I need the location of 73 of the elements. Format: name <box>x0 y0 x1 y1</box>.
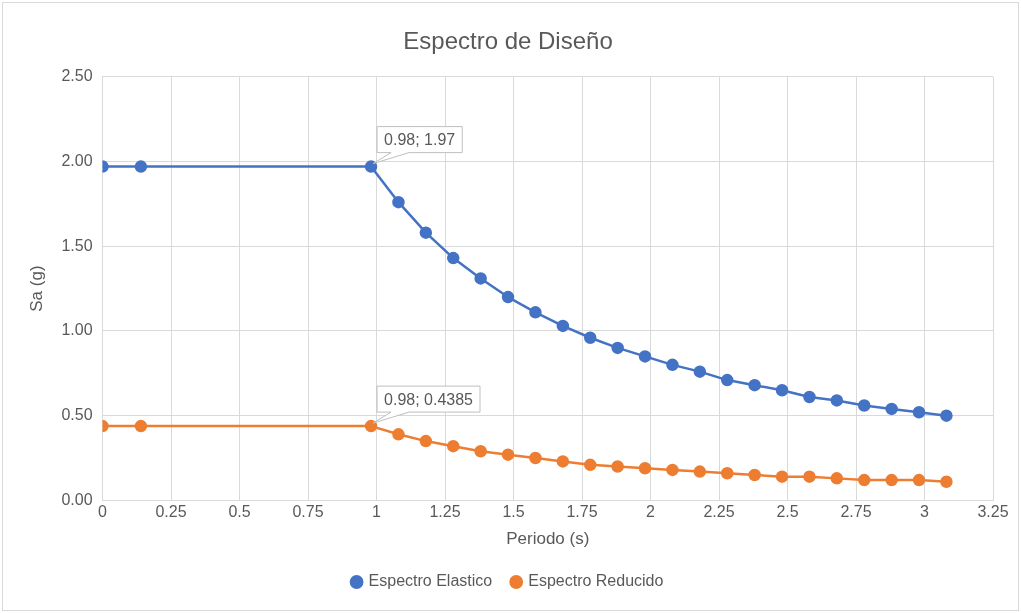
legend-label: Espectro Elastico <box>368 572 493 590</box>
x-tick-label: 0 <box>98 503 108 521</box>
point <box>501 448 515 461</box>
point <box>693 365 707 378</box>
legend-label: Espectro Reducido <box>528 572 664 590</box>
y-tick-label: 2.00 <box>61 151 93 169</box>
y-tick-label: 2.50 <box>61 67 93 85</box>
point <box>775 384 789 397</box>
chart-title: Espectro de Diseño <box>403 27 613 55</box>
x-tick-label: 2.25 <box>703 503 735 521</box>
point <box>474 272 487 285</box>
point <box>447 439 460 453</box>
x-tick-label: 0.25 <box>155 503 187 521</box>
annotation: 0.98; 0.4385 <box>384 390 474 408</box>
point <box>638 461 652 475</box>
point <box>364 160 378 173</box>
x-axis-title: Periodo (s) <box>506 529 590 549</box>
point <box>803 390 816 404</box>
point <box>830 472 844 485</box>
point <box>556 455 570 468</box>
point <box>803 470 816 483</box>
point <box>693 465 707 478</box>
point <box>529 306 542 319</box>
y-axis-title: Sa (g) <box>26 265 46 312</box>
point <box>720 467 734 480</box>
x-tick-label: 1.25 <box>429 503 461 521</box>
x-tick-label: 2.75 <box>840 503 872 521</box>
point <box>940 409 953 422</box>
point <box>857 399 871 412</box>
x-tick-label: 2 <box>646 503 656 521</box>
point <box>857 473 871 487</box>
point <box>583 458 597 472</box>
y-tick-label: 0.50 <box>61 406 93 424</box>
x-tick-label: 2.5 <box>776 503 799 521</box>
y-tick-label: 1.50 <box>61 236 93 254</box>
point <box>583 331 597 344</box>
point <box>912 406 926 419</box>
point <box>611 341 624 355</box>
point <box>447 251 460 265</box>
point <box>529 451 542 465</box>
annotation: 0.98; 1.97 <box>384 131 456 149</box>
x-tick-label: 1.75 <box>566 503 598 521</box>
point <box>885 473 898 487</box>
point <box>638 350 652 363</box>
point <box>501 290 515 304</box>
point <box>748 378 761 392</box>
point <box>474 445 487 458</box>
point <box>364 419 378 433</box>
point <box>775 470 789 483</box>
point <box>134 419 148 433</box>
x-tick-label: 0.75 <box>292 503 324 521</box>
point <box>419 434 433 448</box>
point <box>912 473 926 487</box>
x-tick-label: 0.5 <box>228 503 251 521</box>
point <box>666 463 679 477</box>
point <box>720 373 734 387</box>
x-tick-label: 1 <box>372 503 382 521</box>
x-tick-label: 1.5 <box>502 503 525 521</box>
point <box>419 226 433 239</box>
point <box>940 475 953 489</box>
point <box>666 358 679 372</box>
point <box>392 195 405 209</box>
y-tick-label: 0.00 <box>61 490 93 508</box>
y-tick-label: 1.00 <box>61 321 93 339</box>
point <box>134 160 148 173</box>
point <box>830 394 844 407</box>
point <box>748 468 761 482</box>
point <box>392 428 405 441</box>
point <box>556 319 570 333</box>
x-tick-label: 3 <box>920 503 930 521</box>
point <box>611 460 624 473</box>
point <box>885 402 898 416</box>
x-tick-label: 3.25 <box>977 503 1009 521</box>
